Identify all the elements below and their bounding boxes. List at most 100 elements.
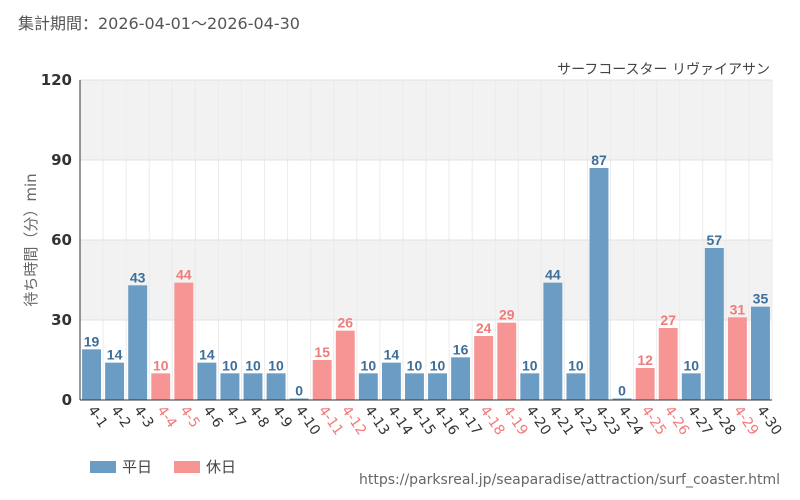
legend: 平日 休日: [90, 456, 236, 477]
bar: [727, 317, 747, 400]
x-tick-label: 4-13: [361, 403, 392, 438]
y-tick-label: 120: [41, 71, 72, 89]
bar-value-label: 44: [176, 267, 192, 283]
x-tick-label: 4-21: [546, 403, 577, 438]
bar-value-label: 12: [637, 352, 653, 368]
x-tick-label: 4-30: [753, 403, 784, 438]
bar: [128, 285, 148, 400]
y-tick-label: 90: [51, 151, 72, 169]
bar: [174, 282, 194, 400]
x-tick-label: 4-2: [107, 403, 133, 431]
legend-swatch-holiday: [174, 460, 201, 473]
x-tick-label: 4-29: [730, 403, 761, 438]
x-tick-label: 4-28: [707, 403, 738, 438]
bar-value-label: 29: [499, 307, 515, 323]
chart-title: サーフコースター リヴァイアサン: [557, 61, 770, 78]
bar: [289, 398, 309, 400]
bar-value-label: 0: [618, 383, 626, 399]
legend-item-holiday: 休日: [174, 456, 236, 477]
bar-value-label: 10: [245, 357, 261, 373]
y-tick-label: 60: [51, 231, 72, 249]
bar: [151, 373, 171, 400]
bar: [520, 373, 540, 400]
bar: [543, 282, 563, 400]
x-tick-label: 4-3: [130, 403, 156, 431]
x-tick-label: 4-10: [292, 403, 323, 438]
x-tick-label: 4-8: [246, 403, 272, 431]
bar: [428, 373, 447, 400]
bar-value-label: 10: [568, 357, 584, 373]
bar-value-label: 87: [591, 152, 607, 168]
y-tick-label: 30: [51, 311, 72, 329]
y-tick-label: 0: [62, 391, 72, 409]
bar: [451, 357, 471, 400]
bar: [243, 373, 263, 400]
x-tick-label: 4-11: [315, 403, 346, 438]
bar-value-label: 57: [707, 232, 723, 248]
x-tick-label: 4-1: [84, 403, 110, 431]
bar: [497, 322, 517, 400]
bar-value-label: 10: [268, 357, 284, 373]
bar: [335, 330, 355, 400]
x-tick-label: 4-20: [523, 403, 554, 438]
x-tick-label: 4-14: [384, 403, 415, 438]
bar-value-label: 15: [314, 344, 330, 360]
bar: [704, 248, 724, 400]
bar-value-label: 0: [295, 383, 303, 399]
bar-value-label: 19: [84, 333, 100, 349]
legend-swatch-weekday: [90, 460, 116, 473]
bar: [751, 306, 770, 400]
x-tick-label: 4-23: [592, 403, 623, 438]
bar-value-label: 10: [361, 357, 377, 373]
bar: [358, 373, 378, 400]
bar-value-label: 24: [476, 320, 492, 336]
bar-value-label: 35: [753, 291, 769, 307]
legend-item-weekday: 平日: [90, 456, 152, 477]
legend-label-weekday: 平日: [122, 458, 153, 476]
bar: [82, 349, 101, 400]
bar-value-label: 43: [130, 269, 146, 285]
x-tick-label: 4-4: [153, 403, 179, 431]
x-tick-label: 4-17: [453, 403, 484, 438]
bar: [266, 373, 286, 400]
bar: [635, 368, 655, 400]
x-tick-label: 4-9: [269, 403, 295, 431]
x-tick-label: 4-16: [430, 403, 461, 438]
bar: [681, 373, 701, 400]
bar-value-label: 44: [545, 267, 561, 283]
bar: [405, 373, 424, 400]
bar-value-label: 10: [407, 357, 423, 373]
bar: [105, 362, 125, 400]
x-tick-label: 4-19: [499, 403, 530, 438]
bar: [589, 168, 609, 400]
bar: [197, 362, 217, 400]
bar: [658, 328, 678, 400]
x-tick-label: 4-24: [615, 403, 646, 438]
x-tick-label: 4-12: [338, 403, 369, 438]
bar-value-label: 26: [337, 315, 353, 331]
bar-value-label: 10: [153, 357, 169, 373]
bar-value-label: 14: [384, 347, 400, 363]
bar-value-label: 10: [683, 357, 699, 373]
x-tick-label: 4-26: [661, 403, 692, 438]
period-label: 集計期間：2026-04-01～2026-04-30: [18, 14, 300, 33]
x-tick-label: 4-18: [476, 403, 507, 438]
bar-value-label: 10: [222, 357, 238, 373]
bar: [474, 336, 494, 400]
x-tick-label: 4-6: [200, 403, 226, 431]
x-tick-label: 4-5: [177, 403, 203, 431]
x-tick-label: 4-22: [569, 403, 600, 438]
bar: [381, 362, 401, 400]
x-tick-label: 4-7: [223, 403, 249, 431]
bar-value-label: 14: [199, 347, 215, 363]
y-axis-label: 待ち時間（分）min: [22, 173, 40, 306]
bar: [312, 360, 332, 400]
bar: [220, 373, 240, 400]
bar: [566, 373, 586, 400]
x-tick-label: 4-27: [684, 403, 715, 438]
bar-value-label: 31: [730, 301, 746, 317]
bar-value-label: 16: [453, 341, 469, 357]
bar-value-label: 27: [660, 312, 676, 328]
x-tick-label: 4-25: [638, 403, 669, 438]
